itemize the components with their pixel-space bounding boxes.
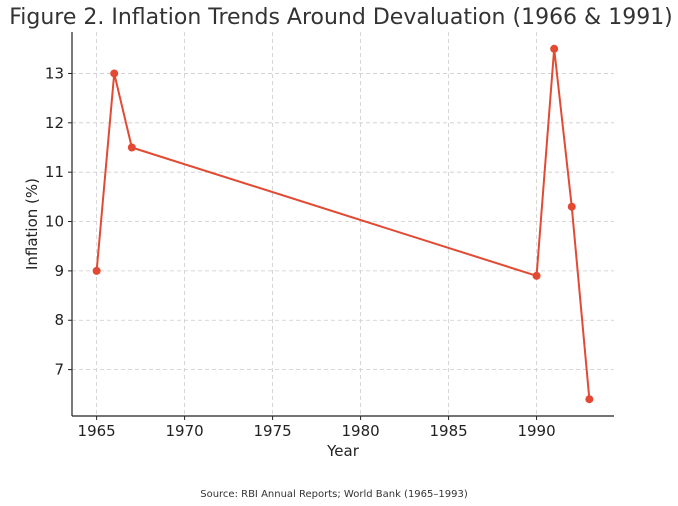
data-point	[550, 44, 559, 53]
x-tick-label: 1980	[342, 422, 380, 440]
x-tick-label: 1970	[166, 422, 204, 440]
x-tick-label: 1975	[254, 422, 292, 440]
data-point	[567, 202, 576, 211]
axes	[71, 32, 614, 417]
data-point	[92, 266, 101, 275]
x-tick-label: 1985	[429, 422, 467, 440]
y-tick-label: 13	[45, 64, 64, 82]
x-axis-label: Year	[326, 442, 360, 460]
y-tick-label: 10	[45, 213, 64, 231]
y-tick-label: 9	[54, 262, 64, 280]
y-tick-label: 7	[54, 361, 64, 379]
series	[92, 44, 594, 404]
data-point	[127, 143, 136, 152]
y-ticks: 7 8 9 10 11 12 13	[45, 64, 72, 379]
grid	[72, 32, 614, 416]
source-note: Source: RBI Annual Reports; World Bank (…	[200, 489, 468, 500]
y-tick-label: 12	[45, 114, 64, 132]
data-point	[585, 395, 594, 404]
y-tick-label: 8	[54, 311, 64, 329]
x-tick-label: 1965	[78, 422, 116, 440]
x-ticks: 1965 1970 1975 1980 1985 1990	[78, 416, 556, 440]
data-point	[532, 271, 541, 280]
x-tick-label: 1990	[517, 422, 555, 440]
y-axis-label: Inflation (%)	[23, 178, 41, 270]
chart-title: Figure 2. Inflation Trends Around Devalu…	[9, 5, 673, 30]
series-line	[95, 47, 591, 400]
y-tick-label: 11	[45, 163, 64, 181]
data-point	[110, 69, 119, 78]
